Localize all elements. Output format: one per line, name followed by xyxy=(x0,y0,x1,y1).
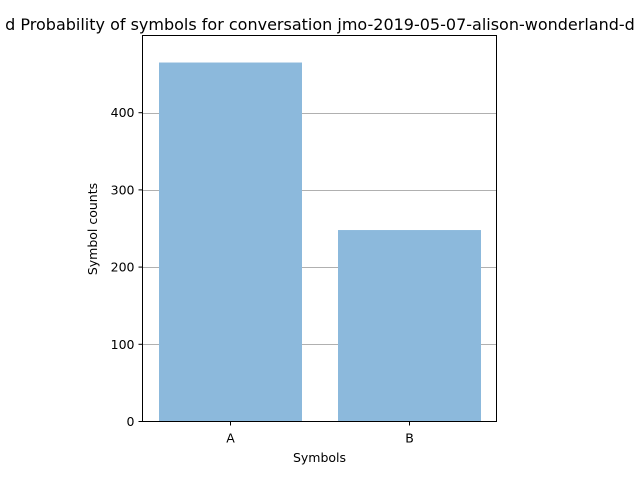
bars xyxy=(159,62,481,422)
y-axis-label: Symbol counts xyxy=(85,183,100,275)
chart-title: d Probability of symbols for conversatio… xyxy=(5,15,635,34)
bar-B xyxy=(338,230,481,422)
y-tick-label: 200 xyxy=(111,260,135,275)
bar-A xyxy=(159,62,302,422)
y-tick-label: 0 xyxy=(127,414,135,429)
y-tick-label: 300 xyxy=(111,182,135,197)
x-tick-label: B xyxy=(405,431,414,446)
y-tick-label: 100 xyxy=(111,337,135,352)
x-axis-label: Symbols xyxy=(293,450,346,465)
y-tick-label: 400 xyxy=(111,105,135,120)
y-axis-ticks: 0 100 200 300 400 xyxy=(111,105,143,429)
plot-frame xyxy=(142,35,497,422)
x-tick-label: A xyxy=(226,431,235,446)
